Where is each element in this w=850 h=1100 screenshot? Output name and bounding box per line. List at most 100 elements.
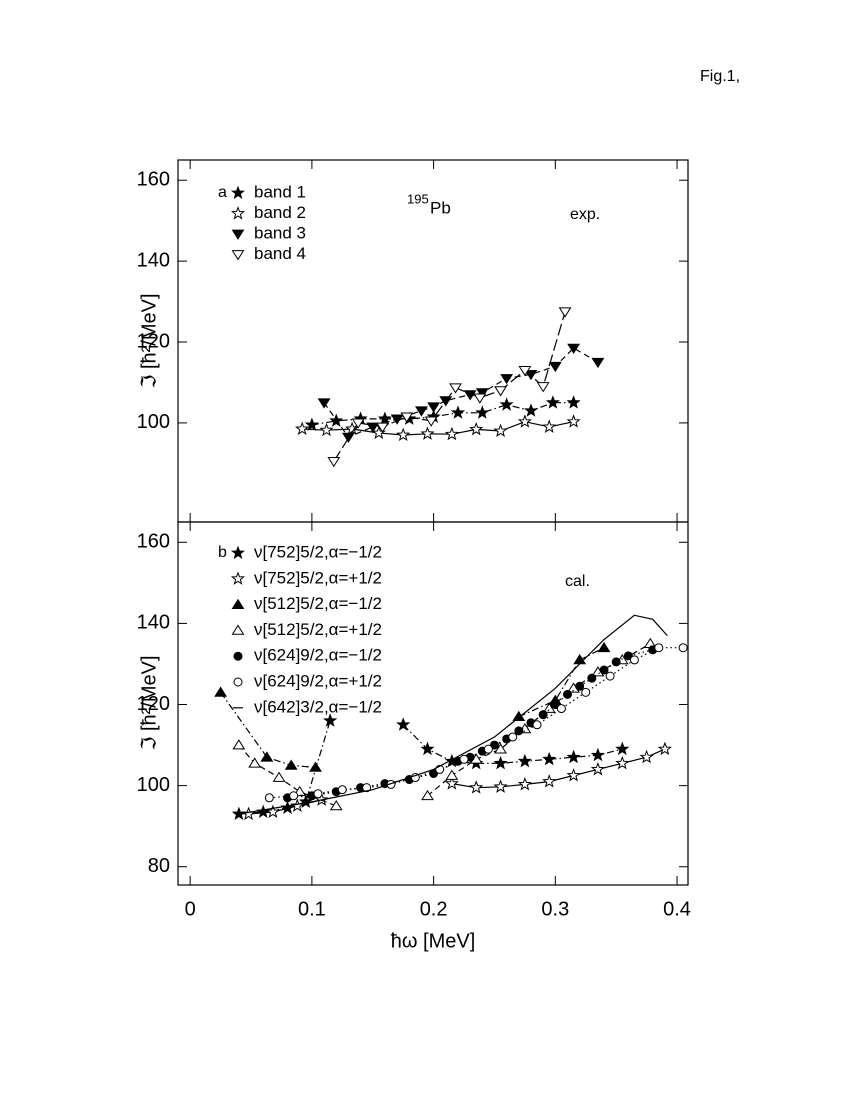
marker	[295, 421, 310, 435]
series-line	[451, 748, 666, 789]
marker	[629, 655, 639, 665]
y-axis-label: ℑ [ħ²/MeV]	[138, 293, 160, 388]
marker	[289, 791, 299, 801]
legend-swatch	[231, 624, 245, 635]
marker	[542, 751, 557, 766]
marker	[550, 700, 560, 710]
marker	[309, 761, 322, 772]
y-tick-label: 100	[137, 774, 170, 796]
marker	[494, 386, 507, 397]
marker	[590, 761, 605, 776]
marker	[475, 405, 490, 419]
x-tick-label: 0.1	[298, 898, 326, 920]
marker	[545, 395, 560, 409]
legend-swatch	[230, 571, 246, 585]
marker	[427, 402, 441, 413]
marker	[317, 398, 331, 409]
nucleus-symbol: Pb	[430, 198, 451, 217]
y-tick-label: 80	[148, 855, 170, 877]
legend-swatch	[230, 185, 246, 200]
marker	[678, 643, 688, 653]
marker	[538, 710, 548, 720]
marker	[319, 422, 334, 437]
legend-label: band 4	[254, 244, 306, 263]
x-tick-label: 0.4	[663, 898, 691, 920]
marker	[450, 405, 466, 419]
y-tick-label: 160	[137, 169, 170, 191]
series-line	[287, 649, 653, 799]
legend-swatch	[233, 677, 243, 687]
y-axis-label: ℑ [ħ²/MeV]	[138, 655, 160, 750]
marker	[518, 365, 532, 377]
marker	[567, 343, 580, 354]
marker	[599, 665, 609, 675]
marker	[260, 751, 274, 762]
annotation: cal.	[565, 573, 590, 590]
legend-label: ν[624]9/2,α=−1/2	[254, 646, 382, 665]
marker	[444, 776, 459, 790]
marker	[548, 361, 562, 373]
marker	[396, 427, 411, 442]
marker	[508, 732, 518, 742]
marker	[396, 717, 411, 731]
marker	[517, 414, 532, 428]
marker	[605, 671, 615, 681]
series-line	[402, 724, 623, 764]
marker	[566, 749, 581, 764]
marker	[611, 657, 621, 667]
y-tick-label: 120	[137, 330, 170, 352]
marker	[248, 757, 262, 768]
marker	[469, 780, 484, 794]
marker	[214, 686, 228, 697]
marker	[517, 776, 532, 791]
marker	[575, 681, 585, 691]
legend-label: ν[512]5/2,α=−1/2	[254, 594, 382, 613]
marker	[329, 800, 343, 811]
marker	[556, 704, 566, 714]
marker	[615, 741, 630, 756]
marker	[493, 755, 508, 770]
marker	[351, 418, 365, 429]
marker	[264, 793, 274, 803]
marker	[566, 414, 581, 428]
marker	[493, 423, 508, 437]
legend-label: ν[642]3/2,α=−1/2	[254, 697, 382, 716]
legend-label: ν[752]5/2,α=−1/2	[254, 542, 382, 561]
series-line	[238, 614, 668, 815]
figure-label: Fig.1,	[700, 68, 740, 85]
x-axis-label: ħω [MeV]	[391, 930, 476, 952]
marker	[420, 426, 435, 440]
marker	[304, 417, 319, 431]
marker	[493, 779, 508, 793]
marker	[639, 749, 654, 764]
marker	[542, 419, 557, 433]
marker	[272, 771, 286, 782]
y-tick-label: 140	[137, 612, 170, 634]
marker	[587, 673, 597, 683]
marker	[475, 388, 489, 399]
marker	[517, 753, 532, 768]
marker	[566, 768, 581, 782]
legend-label: ν[512]5/2,α=+1/2	[254, 620, 382, 639]
nucleus-mass: 195	[407, 191, 429, 206]
legend-swatch	[231, 229, 245, 240]
legend-swatch	[233, 651, 243, 661]
marker	[280, 800, 295, 814]
legend-swatch	[230, 545, 246, 560]
marker	[444, 426, 459, 441]
marker	[376, 422, 389, 433]
plot-frame	[177, 521, 689, 886]
legend-label: ν[624]9/2,α=+1/2	[254, 671, 382, 690]
legend-label: band 3	[254, 223, 306, 242]
marker	[581, 687, 591, 697]
legend-label: ν[752]5/2,α=+1/2	[254, 568, 382, 587]
legend-label: band 1	[254, 182, 306, 201]
marker	[327, 456, 341, 468]
marker	[256, 804, 271, 818]
marker	[323, 713, 338, 727]
marker	[313, 789, 323, 799]
marker	[284, 759, 298, 770]
marker	[265, 804, 280, 818]
marker	[591, 357, 605, 369]
